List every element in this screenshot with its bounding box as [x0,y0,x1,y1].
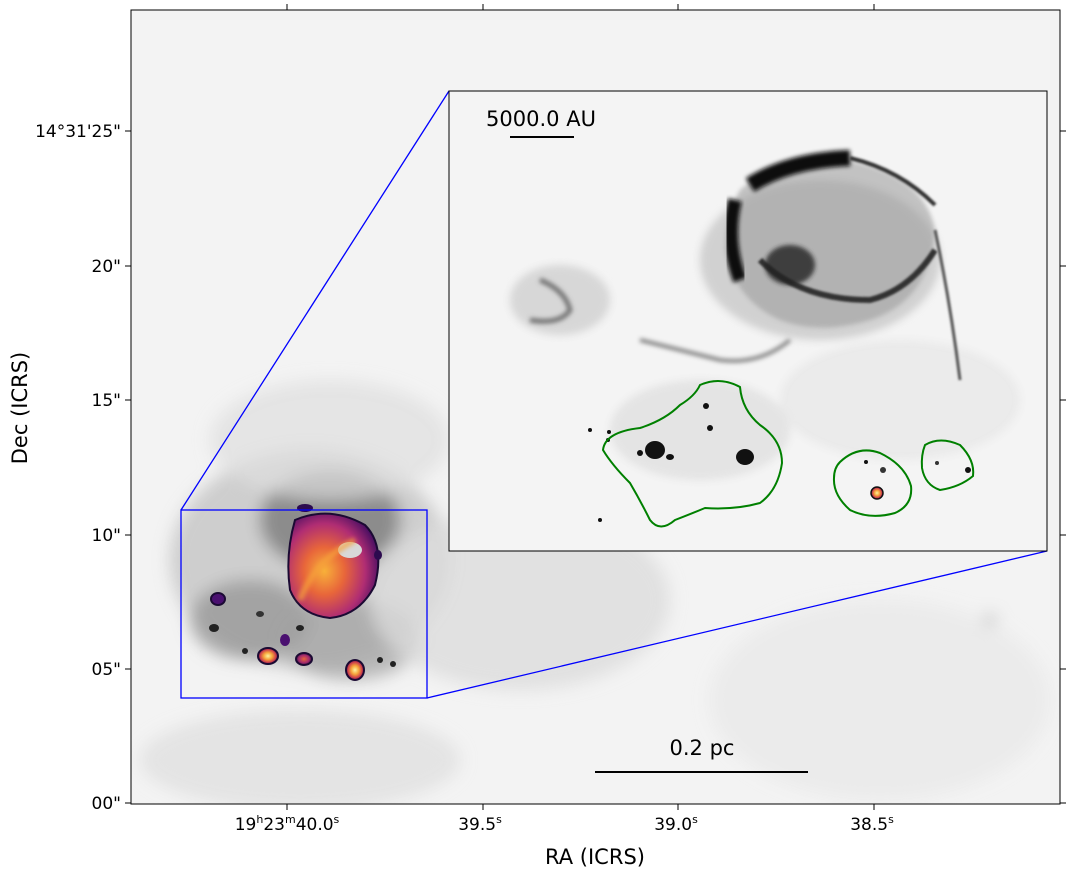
zoom-box [180,509,428,699]
y-tick-label: 00" [92,794,121,814]
inset-scalebar-label: 5000.0 AU [486,107,596,131]
y-axis-label: Dec (ICRS) [8,352,32,464]
main-hot-core [209,504,396,681]
x-tick-label: 39.5s [458,813,502,835]
y-tick-label: 05" [92,660,121,680]
y-tick-label: 10" [92,526,121,546]
x-tick-label: 38.5s [850,813,894,835]
inset-frame [448,90,1048,552]
inset-image: 5000.0 AU [448,90,1048,552]
x-axis-label: RA (ICRS) [545,845,645,869]
x-tick-marks [286,4,875,810]
inset-sources [588,403,971,522]
x-tick-label: 19h23m40.0s [235,813,340,835]
y-tick-label: 15" [92,391,121,411]
x-tick-label: 39.0s [654,813,698,835]
contour-right [920,439,975,492]
y-tick-label: 14°31'25" [35,122,121,142]
contour-middle [832,449,913,517]
main-scalebar-label: 0.2 pc [670,736,735,760]
zoom-connector-top [180,90,450,511]
y-tick-marks [125,130,1066,804]
inset-contours [601,380,975,528]
inset-shell [529,150,962,381]
y-tick-label: 20" [92,257,121,277]
axes-frame [130,9,1061,805]
zoom-connector-bottom [426,550,1048,699]
contour-central [601,380,784,528]
